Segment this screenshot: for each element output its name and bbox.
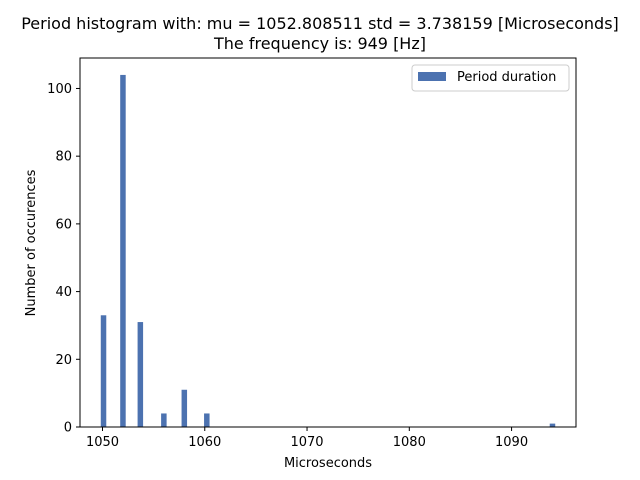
chart-title-line-2: The frequency is: 949 [Hz] xyxy=(213,34,426,53)
histogram-bar xyxy=(100,315,107,427)
legend-label: Period duration xyxy=(457,70,556,85)
histogram-bar xyxy=(137,322,144,427)
y-tick-label: 100 xyxy=(47,82,72,97)
x-axis-label: Microseconds xyxy=(284,456,372,471)
legend: Period duration xyxy=(411,64,570,92)
histogram-bar xyxy=(549,423,556,427)
legend-box xyxy=(411,64,570,92)
histogram-bar xyxy=(161,413,167,427)
x-tick-label: 1080 xyxy=(393,435,426,450)
histogram-bar xyxy=(204,413,210,427)
y-axis-label: Number of occurences xyxy=(24,169,39,316)
y-axis-ticks: 0 20 40 60 80 100 xyxy=(47,82,80,436)
x-tick-label: 1070 xyxy=(290,435,323,450)
y-tick-label: 80 xyxy=(55,150,72,165)
chart-title-line-1: Period histogram with: mu = 1052.808511 … xyxy=(21,14,619,33)
y-tick-label: 60 xyxy=(55,217,72,232)
histogram-bar xyxy=(120,74,126,428)
plot-frame xyxy=(79,57,577,428)
x-tick-label: 1050 xyxy=(86,435,119,450)
x-tick-label: 1060 xyxy=(188,435,221,450)
x-tick-label: 1090 xyxy=(495,435,528,450)
histogram-bar xyxy=(181,389,188,427)
legend-swatch xyxy=(418,72,446,81)
bars-group xyxy=(100,74,556,428)
y-tick-label: 40 xyxy=(55,285,72,300)
y-tick-label: 0 xyxy=(64,421,72,436)
y-tick-label: 20 xyxy=(55,353,72,368)
x-axis-ticks: 1050 1060 1070 1080 1090 xyxy=(86,427,528,450)
